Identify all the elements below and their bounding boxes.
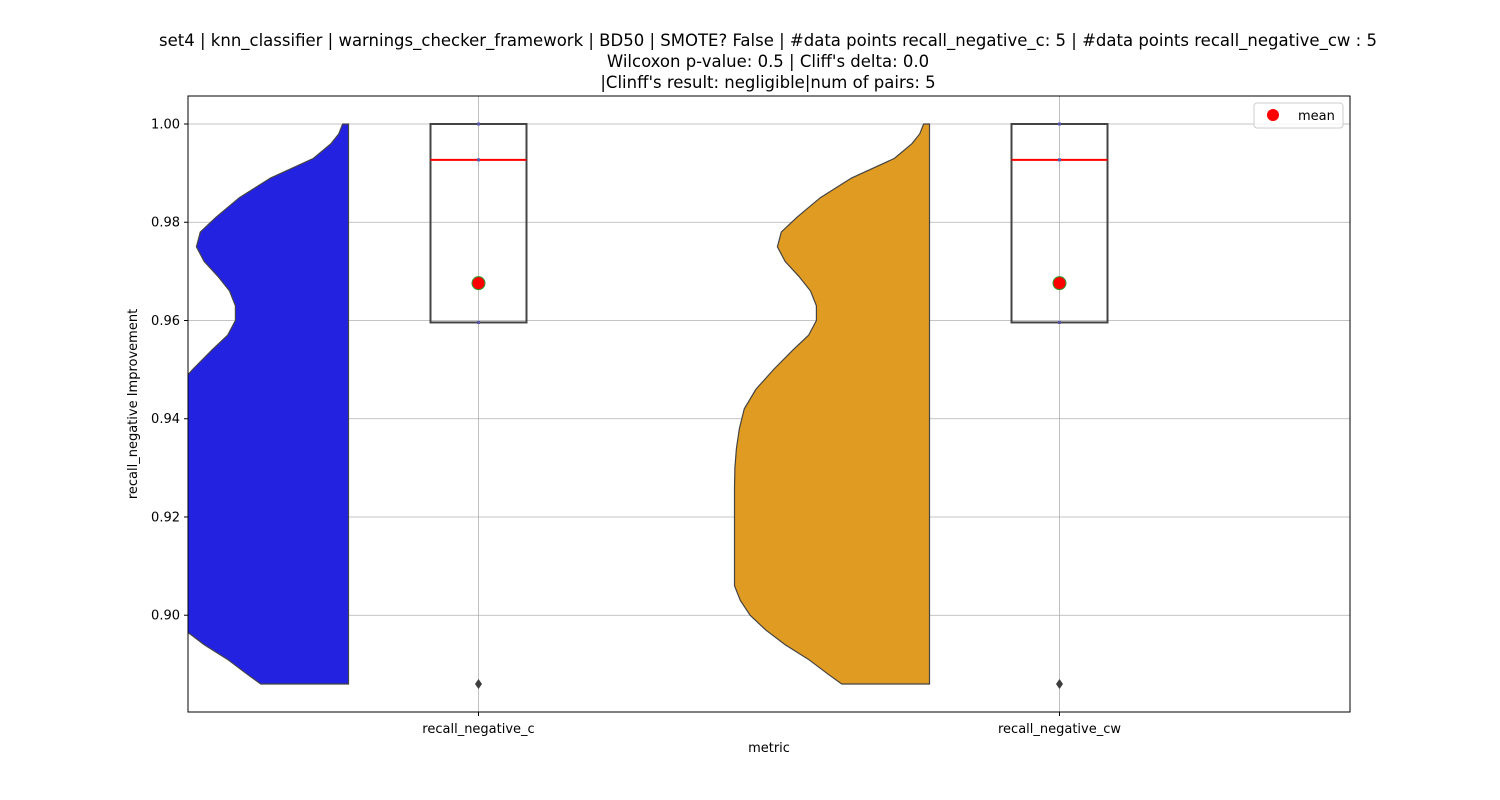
chart-title-line-2: Wilcoxon p-value: 0.5 | Cliff's delta: 0… [607, 52, 929, 71]
y-tick-label: 0.96 [151, 314, 180, 329]
y-tick-label: 0.94 [151, 412, 180, 427]
data-point-marker [1058, 122, 1061, 126]
x-axis-label: metric [748, 741, 790, 756]
chart-title-line-3: |Clinff's result: negligible|num of pair… [600, 73, 935, 92]
violin-recall_negative_cw [733, 123, 931, 685]
data-point-marker [477, 320, 480, 324]
legend-mean-label: mean [1298, 109, 1335, 124]
outlier-recall_negative_c [475, 679, 482, 689]
y-tick-label: 1.00 [151, 118, 180, 133]
data-point-marker [1058, 158, 1061, 162]
legend-frame [1253, 102, 1344, 129]
y-axis-label: recall_negative Improvement [126, 309, 141, 499]
plot-frame [187, 95, 1351, 713]
legend-mean-marker [1267, 109, 1279, 121]
legend: mean [1253, 102, 1344, 129]
y-axis: 0.90 0.92 0.94 0.96 0.98 1.00 [151, 118, 188, 624]
y-tick-label: 0.92 [151, 510, 180, 525]
chart-title-line-1: set4 | knn_classifier | warnings_checker… [159, 31, 1377, 51]
x-tick-label: recall_negative_c [422, 722, 534, 737]
violin-layer [188, 123, 931, 685]
outlier-recall_negative_cw [1056, 679, 1063, 689]
violin-recall_negative_c [188, 123, 350, 685]
y-tick-label: 0.98 [151, 216, 180, 231]
x-axis: recall_negative_c recall_negative_cw [422, 712, 1121, 737]
data-point-marker [1058, 320, 1061, 324]
x-tick-label: recall_negative_cw [998, 722, 1121, 737]
y-tick-label: 0.90 [151, 609, 180, 624]
chart-title: set4 | knn_classifier | warnings_checker… [159, 31, 1377, 92]
data-point-marker [477, 158, 480, 162]
mean-marker-recall_negative_cw [1052, 276, 1067, 291]
mean-marker-recall_negative_c [471, 276, 486, 291]
box-layer [429, 122, 1109, 689]
data-point-marker [477, 122, 480, 126]
